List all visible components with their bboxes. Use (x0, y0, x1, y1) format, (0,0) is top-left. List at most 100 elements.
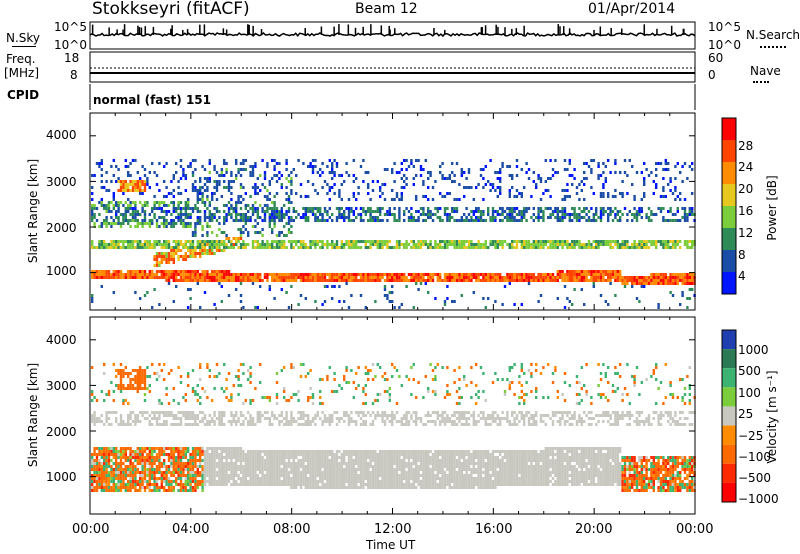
heatmap-cell (280, 174, 283, 177)
heatmap-cell (134, 474, 137, 477)
heatmap-cell (177, 204, 180, 207)
heatmap-cell (275, 381, 279, 384)
heatmap-cell (686, 306, 689, 309)
heatmap-cell (343, 213, 346, 216)
heatmap-cell (107, 486, 111, 489)
heatmap-cell (251, 477, 255, 480)
heatmap-cell (304, 423, 307, 426)
heatmap-cell (631, 276, 634, 279)
heatmap-cell (297, 273, 300, 276)
heatmap-cell (506, 276, 509, 279)
heatmap-cell (405, 243, 408, 246)
heatmap-cell (165, 474, 168, 477)
heatmap-cell (112, 471, 115, 474)
heatmap-cell (662, 189, 665, 192)
heatmap-cell (314, 219, 317, 222)
heatmap-cell (547, 207, 550, 210)
heatmap-cell (182, 255, 185, 258)
heatmap-cell (239, 414, 243, 417)
heatmap-cell (194, 207, 197, 210)
heatmap-cell (242, 468, 245, 471)
heatmap-cell (244, 228, 247, 231)
heatmap-cell (191, 474, 195, 477)
heatmap-cell (143, 183, 147, 186)
heatmap-cell (215, 273, 219, 276)
heatmap-cell (275, 480, 279, 483)
heatmap-cell (244, 159, 247, 162)
heatmap-cell (211, 252, 214, 255)
heatmap-cell (415, 174, 418, 177)
heatmap-cell (261, 414, 264, 417)
heatmap-cell (547, 240, 550, 243)
heatmap-cell (170, 414, 173, 417)
heatmap-cell (458, 183, 461, 186)
heatmap-cell (583, 162, 586, 165)
heatmap-cell (316, 219, 319, 222)
heatmap-cell (499, 192, 502, 195)
heatmap-cell (299, 183, 303, 186)
heatmap-cell (465, 246, 468, 249)
heatmap-cell (290, 456, 293, 459)
heatmap-cell (227, 183, 231, 186)
heatmap-cell (249, 468, 252, 471)
heatmap-cell (400, 198, 403, 201)
heatmap-cell (638, 213, 641, 216)
heatmap-cell (491, 219, 495, 222)
heatmap-cell (285, 276, 288, 279)
heatmap-cell (184, 207, 187, 210)
heatmap-cell (647, 246, 651, 249)
heatmap-cell (136, 171, 139, 174)
heatmap-cell (652, 282, 655, 285)
heatmap-cell (201, 468, 204, 471)
heatmap-cell (230, 198, 233, 201)
heatmap-cell (412, 246, 415, 249)
heatmap-cell (187, 222, 190, 225)
heatmap-cell (475, 246, 478, 249)
heatmap-cell (239, 195, 243, 198)
heatmap-cell (143, 465, 147, 468)
heatmap-cell (287, 306, 291, 309)
heatmap-cell (302, 417, 305, 420)
heatmap-cell (91, 393, 94, 396)
heatmap-cell (218, 420, 221, 423)
heatmap-cell (297, 276, 300, 279)
heatmap-cell (215, 219, 219, 222)
heatmap-cell (230, 483, 233, 486)
heatmap-cell (223, 483, 226, 486)
heatmap-cell (203, 189, 207, 192)
heatmap-cell (158, 447, 161, 450)
heatmap-cell (259, 471, 262, 474)
heatmap-cell (352, 174, 355, 177)
heatmap-cell (182, 471, 185, 474)
heatmap-cell (146, 366, 149, 369)
heatmap-cell (153, 447, 156, 450)
heatmap-cell (143, 222, 147, 225)
heatmap-cell (482, 276, 485, 279)
heatmap-cell (95, 162, 99, 165)
heatmap-cell (191, 210, 195, 213)
heatmap-cell (242, 198, 245, 201)
heatmap-cell (143, 204, 147, 207)
heatmap-cell (537, 207, 540, 210)
heatmap-cell (283, 453, 286, 456)
heatmap-cell (129, 459, 132, 462)
heatmap-cell (491, 183, 495, 186)
heatmap-cell (110, 480, 113, 483)
heatmap-cell (194, 246, 197, 249)
heatmap-cell (635, 297, 639, 300)
heatmap-cell (525, 279, 528, 282)
heatmap-cell (172, 471, 175, 474)
heatmap-cell (314, 273, 317, 276)
heatmap-cell (249, 165, 252, 168)
heatmap-cell (494, 210, 497, 213)
heatmap-cell (436, 279, 439, 282)
heatmap-cell (268, 459, 271, 462)
heatmap-cell (667, 240, 670, 243)
heatmap-cell (242, 450, 245, 453)
heatmap-cell (163, 255, 166, 258)
heatmap-cell (676, 219, 679, 222)
heatmap-cell (220, 243, 223, 246)
heatmap-cell (374, 210, 377, 213)
heatmap-cell (103, 447, 106, 450)
heatmap-cell (283, 417, 286, 420)
